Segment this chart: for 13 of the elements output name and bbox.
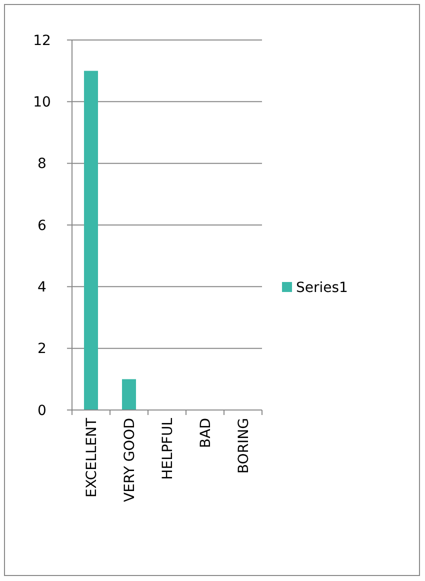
- x-tick-label: VERY GOOD: [122, 418, 138, 502]
- y-tick-label: 2: [38, 341, 46, 358]
- x-tick-label: HELPFUL: [160, 418, 176, 480]
- y-tick-label: 6: [38, 218, 47, 234]
- x-tick-label: EXCELLENT: [84, 418, 100, 498]
- x-tick-label: BORING: [236, 418, 252, 474]
- y-tick-label: 8: [38, 156, 46, 172]
- y-tick-label: 0: [38, 402, 46, 419]
- legend-label: Series1: [296, 280, 348, 296]
- y-tick-label: 4: [38, 280, 47, 296]
- x-tick-label: BAD: [198, 418, 214, 448]
- y-tick-label: 10: [33, 94, 51, 111]
- y-tick-label: 12: [33, 32, 51, 49]
